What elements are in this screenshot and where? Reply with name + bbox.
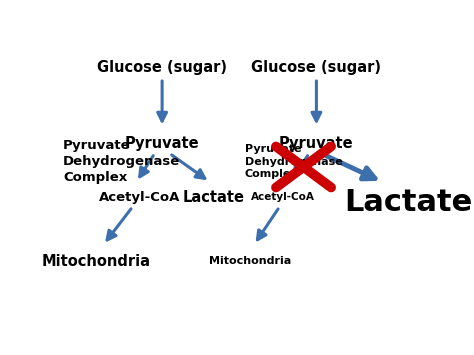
Text: Acetyl-CoA: Acetyl-CoA — [100, 191, 181, 203]
Text: Glucose (sugar): Glucose (sugar) — [97, 60, 227, 75]
Text: Acetyl-CoA: Acetyl-CoA — [251, 192, 315, 202]
Text: Lactate: Lactate — [182, 190, 245, 204]
Text: Pyruvate: Pyruvate — [125, 136, 200, 151]
Text: Pyruvate
Dehydrogenase
Complex: Pyruvate Dehydrogenase Complex — [245, 144, 343, 179]
Text: Glucose (sugar): Glucose (sugar) — [251, 60, 382, 75]
Text: Mitochondria: Mitochondria — [209, 256, 292, 266]
Text: Mitochondria: Mitochondria — [42, 254, 150, 269]
Text: Lactate: Lactate — [344, 188, 473, 217]
Text: Pyruvate: Pyruvate — [279, 136, 354, 151]
Text: Pyruvate
Dehydrogenase
Complex: Pyruvate Dehydrogenase Complex — [63, 139, 180, 184]
